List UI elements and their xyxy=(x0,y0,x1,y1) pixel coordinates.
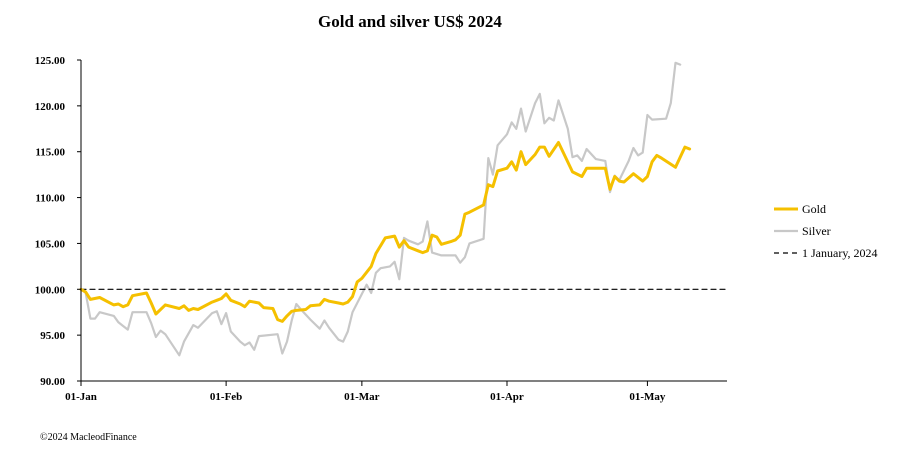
copyright-text: ©2024 MacleodFinance xyxy=(40,432,137,443)
legend-label: Gold xyxy=(802,202,826,216)
legend: Gold Silver 1 January, 2024 xyxy=(774,202,878,260)
series-line-silver xyxy=(79,61,682,357)
y-tick-label: 120.00 xyxy=(35,101,66,113)
y-tick-label: 115.00 xyxy=(35,147,65,159)
x-tick-label: 01-Apr xyxy=(490,391,524,403)
x-tick-label: 01-Jan xyxy=(65,391,97,403)
x-tick-label: 01-Mar xyxy=(344,391,380,403)
x-tick-label: 01-Feb xyxy=(210,391,242,403)
legend-label: 1 January, 2024 xyxy=(802,246,878,260)
plot-area xyxy=(79,61,728,357)
legend-label: Silver xyxy=(802,224,831,238)
x-tick-label: 01-May xyxy=(629,391,666,403)
y-tick-label: 105.00 xyxy=(35,238,66,250)
y-tick-label: 100.00 xyxy=(35,284,66,296)
chart-title: Gold and silver US$ 2024 xyxy=(318,12,502,31)
series-line-gold xyxy=(79,141,692,323)
axes: 90.00 95.00 100.00 105.00 110.00 115.00 120.00… xyxy=(35,55,727,403)
y-tick-label: 90.00 xyxy=(40,376,65,388)
y-tick-label: 110.00 xyxy=(35,193,65,205)
y-tick-label: 95.00 xyxy=(40,330,65,342)
y-tick-label: 125.00 xyxy=(35,55,66,67)
